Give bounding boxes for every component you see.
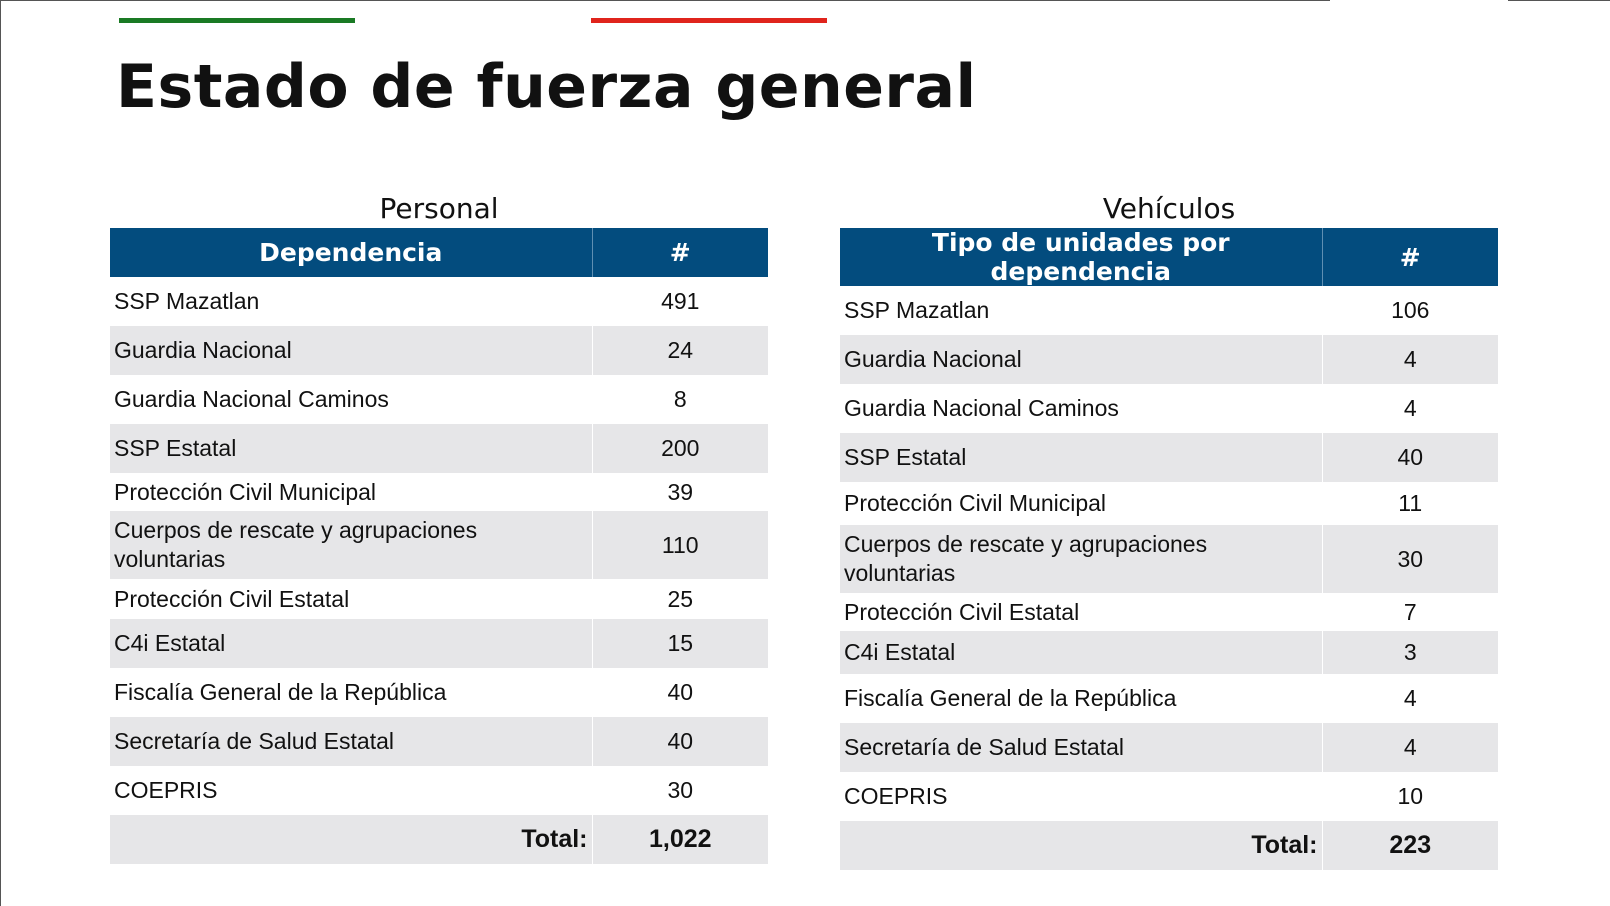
- table-row: COEPRIS 10: [840, 772, 1498, 821]
- row-count: 30: [591, 766, 768, 815]
- row-count: 4: [1321, 674, 1498, 723]
- table-row: Secretaría de Salud Estatal 4: [840, 723, 1498, 772]
- row-count: 40: [591, 668, 768, 717]
- table-row: SSP Estatal 200: [110, 424, 768, 473]
- row-name: Guardia Nacional Caminos: [844, 395, 1119, 421]
- row-name: Protección Civil Estatal: [844, 598, 1080, 625]
- table-row: Protección Civil Municipal 11: [840, 482, 1498, 525]
- total-label: Total:: [110, 815, 592, 864]
- row-name: Protección Civil Municipal: [844, 490, 1107, 516]
- page-title: Estado de fuerza general: [116, 52, 977, 122]
- table-row: Protección Civil Estatal 25: [110, 579, 768, 619]
- accent-bar-green: [119, 18, 355, 23]
- vehiculos-section-title: Vehículos: [1102, 192, 1236, 225]
- row-count: 15: [591, 619, 768, 668]
- row-name: Guardia Nacional: [110, 326, 592, 375]
- column-header-tipo-unidades: Tipo de unidades por dependencia: [840, 228, 1323, 286]
- table-row: Cuerpos de rescate y agrupaciones volunt…: [840, 525, 1498, 593]
- table-row: COEPRIS 30: [110, 766, 768, 815]
- table-row: Cuerpos de rescate y agrupaciones volunt…: [110, 511, 768, 579]
- row-name: SSP Mazatlan: [114, 288, 260, 314]
- row-count: 40: [1321, 433, 1498, 482]
- total-label: Total:: [840, 821, 1322, 870]
- table-row: Protección Civil Municipal 39: [110, 473, 768, 511]
- row-name: C4i Estatal: [840, 631, 1322, 674]
- row-name: Protección Civil Estatal: [114, 585, 350, 612]
- table-row: Fiscalía General de la República 40: [110, 668, 768, 717]
- row-count: 8: [591, 375, 768, 424]
- row-name: Guardia Nacional Caminos: [114, 386, 389, 412]
- row-name: Cuerpos de rescate y agrupaciones volunt…: [840, 525, 1322, 593]
- row-count: 106: [1321, 286, 1498, 335]
- row-count: 11: [1321, 482, 1498, 525]
- personal-section-title: Personal: [379, 192, 499, 225]
- row-count: 4: [1321, 723, 1498, 772]
- table-row: SSP Mazatlan 491: [110, 277, 768, 326]
- column-header-count: #: [592, 228, 768, 277]
- row-count: 7: [1321, 593, 1498, 631]
- row-count: 40: [591, 717, 768, 766]
- vehiculos-section: Vehículos Tipo de unidades por dependenc…: [840, 190, 1498, 870]
- table-row: Fiscalía General de la República 4: [840, 674, 1498, 723]
- column-header-dependencia: Dependencia: [110, 228, 593, 277]
- slide-border-top-right: [1508, 0, 1610, 1]
- table-row: C4i Estatal 15: [110, 619, 768, 668]
- total-value: 223: [1321, 821, 1498, 870]
- table-row: SSP Mazatlan 106: [840, 286, 1498, 335]
- row-name: Secretaría de Salud Estatal: [110, 717, 592, 766]
- row-count: 39: [591, 473, 768, 511]
- personal-section: Personal Dependencia # SSP Mazatlan 491 …: [110, 190, 768, 864]
- table-row: Secretaría de Salud Estatal 40: [110, 717, 768, 766]
- table-row: Guardia Nacional 4: [840, 335, 1498, 384]
- row-name: Cuerpos de rescate y agrupaciones volunt…: [110, 511, 592, 579]
- row-count: 200: [591, 424, 768, 473]
- row-name: Protección Civil Municipal: [114, 478, 377, 505]
- table-row: SSP Estatal 40: [840, 433, 1498, 482]
- row-name: SSP Estatal: [110, 424, 592, 473]
- row-name: Fiscalía General de la República: [114, 679, 447, 705]
- row-count: 3: [1321, 631, 1498, 674]
- row-count: 10: [1321, 772, 1498, 821]
- table-row: C4i Estatal 3: [840, 631, 1498, 674]
- table-header-row: Tipo de unidades por dependencia #: [840, 228, 1498, 286]
- accent-bar-red: [591, 18, 827, 23]
- table-row: Guardia Nacional 24: [110, 326, 768, 375]
- table-row: Guardia Nacional Caminos 4: [840, 384, 1498, 433]
- table-row: Protección Civil Estatal 7: [840, 593, 1498, 631]
- table-header-row: Dependencia #: [110, 228, 768, 277]
- column-header-count: #: [1322, 228, 1498, 286]
- vehiculos-table: Tipo de unidades por dependencia # SSP M…: [840, 228, 1498, 870]
- slide-border-top: [0, 0, 1330, 1]
- row-name: SSP Estatal: [840, 433, 1322, 482]
- row-name: C4i Estatal: [110, 619, 592, 668]
- row-count: 30: [1321, 525, 1498, 593]
- row-count: 110: [591, 511, 768, 579]
- row-count: 4: [1321, 384, 1498, 433]
- row-count: 24: [591, 326, 768, 375]
- row-name: Guardia Nacional: [840, 335, 1322, 384]
- row-count: 491: [591, 277, 768, 326]
- slide-border-left: [0, 0, 1, 906]
- total-row: Total: 223: [840, 821, 1498, 870]
- row-name: COEPRIS: [844, 783, 948, 809]
- personal-table: Dependencia # SSP Mazatlan 491 Guardia N…: [110, 228, 768, 864]
- row-count: 4: [1321, 335, 1498, 384]
- row-name: SSP Mazatlan: [844, 297, 990, 323]
- row-name: COEPRIS: [114, 777, 218, 803]
- row-name: Fiscalía General de la República: [844, 685, 1177, 711]
- row-name: Secretaría de Salud Estatal: [840, 723, 1322, 772]
- total-value: 1,022: [591, 815, 768, 864]
- row-count: 25: [591, 579, 768, 619]
- table-row: Guardia Nacional Caminos 8: [110, 375, 768, 424]
- total-row: Total: 1,022: [110, 815, 768, 864]
